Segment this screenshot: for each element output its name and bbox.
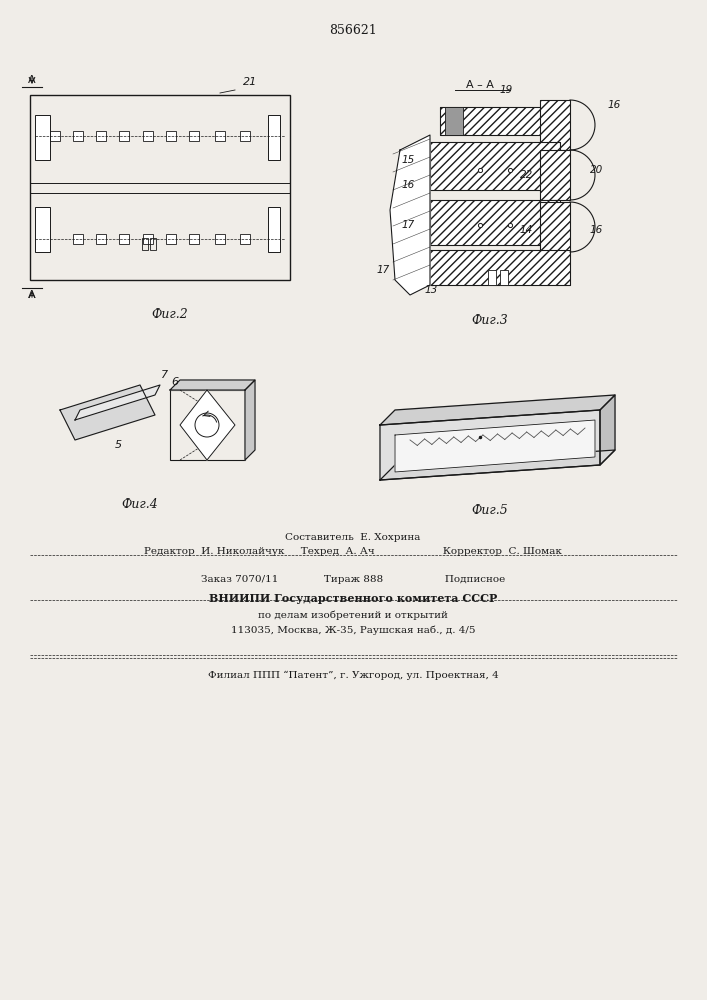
Bar — [430, 200, 560, 245]
Bar — [73, 131, 83, 141]
Bar — [143, 131, 153, 141]
Bar — [170, 390, 245, 460]
Text: Заказ 7070/11              Тираж 888                   Подписное: Заказ 7070/11 Тираж 888 Подписное — [201, 576, 505, 584]
Bar — [96, 131, 106, 141]
Bar — [166, 234, 176, 244]
Text: A: A — [28, 290, 36, 300]
Text: 16: 16 — [402, 180, 415, 190]
Bar — [73, 234, 83, 244]
Bar — [142, 238, 148, 250]
Text: ВНИИПИ Государственного комитета СССР: ВНИИПИ Государственного комитета СССР — [209, 592, 497, 603]
Bar — [189, 131, 199, 141]
Bar — [240, 131, 250, 141]
Text: 21: 21 — [243, 77, 257, 87]
Polygon shape — [60, 385, 155, 440]
Text: Фиг.2: Фиг.2 — [151, 308, 188, 322]
Bar — [189, 234, 199, 244]
Text: Фиг.4: Фиг.4 — [122, 498, 158, 512]
Bar — [540, 150, 570, 200]
Bar — [30, 95, 290, 280]
Text: 7: 7 — [161, 370, 168, 380]
Bar — [119, 234, 129, 244]
Bar — [500, 270, 508, 285]
Bar — [166, 131, 176, 141]
Text: 19: 19 — [500, 85, 513, 95]
Bar — [268, 207, 280, 252]
Bar — [540, 202, 570, 252]
Bar — [35, 115, 50, 160]
Polygon shape — [380, 450, 615, 480]
Bar — [420, 250, 570, 285]
Bar — [430, 142, 560, 190]
Bar — [430, 200, 560, 245]
Bar — [215, 131, 225, 141]
Polygon shape — [245, 380, 255, 460]
Bar — [488, 270, 496, 285]
Text: 856621: 856621 — [329, 23, 377, 36]
Text: по делам изобретений и открытий: по делам изобретений и открытий — [258, 610, 448, 620]
Bar — [35, 207, 50, 252]
Text: Составитель  Е. Хохрина: Составитель Е. Хохрина — [286, 534, 421, 542]
Polygon shape — [390, 135, 430, 295]
Bar — [119, 131, 129, 141]
Polygon shape — [380, 410, 600, 480]
Bar — [420, 250, 570, 285]
Bar — [540, 100, 570, 150]
Text: 6: 6 — [171, 377, 179, 387]
Text: A: A — [28, 75, 36, 85]
Text: 17: 17 — [402, 220, 415, 230]
Text: Фиг.5: Фиг.5 — [472, 504, 508, 516]
Bar — [215, 234, 225, 244]
Text: 15: 15 — [402, 155, 415, 165]
Polygon shape — [170, 380, 255, 390]
Bar — [430, 142, 560, 190]
Polygon shape — [180, 390, 235, 460]
Bar — [540, 100, 570, 150]
Text: Фиг.3: Фиг.3 — [472, 314, 508, 326]
Text: 113035, Москва, Ж-35, Раушская наб., д. 4/5: 113035, Москва, Ж-35, Раушская наб., д. … — [230, 625, 475, 635]
Bar — [540, 202, 570, 252]
Polygon shape — [600, 395, 615, 465]
Bar — [440, 107, 560, 135]
Bar — [445, 107, 463, 135]
Bar — [143, 234, 153, 244]
Circle shape — [195, 413, 219, 437]
Text: 16: 16 — [608, 100, 621, 110]
Text: Филиал ППП “Патент”, г. Ужгород, ул. Проектная, 4: Филиал ППП “Патент”, г. Ужгород, ул. Про… — [208, 670, 498, 680]
Bar — [540, 150, 570, 200]
Text: 22: 22 — [520, 170, 533, 180]
Polygon shape — [395, 420, 595, 472]
Polygon shape — [380, 395, 615, 425]
Text: 5: 5 — [115, 440, 122, 450]
Bar — [50, 131, 60, 141]
Bar — [96, 234, 106, 244]
Bar — [440, 107, 560, 135]
Bar — [150, 238, 156, 250]
Polygon shape — [75, 385, 160, 420]
Text: 16: 16 — [590, 225, 603, 235]
Text: 20: 20 — [590, 165, 603, 175]
Text: 14: 14 — [520, 225, 533, 235]
Bar — [268, 115, 280, 160]
Text: Редактор  И. Николайчук     Техред  А. Ач                     Корректор  С. Шома: Редактор И. Николайчук Техред А. Ач Корр… — [144, 548, 562, 556]
Bar — [240, 234, 250, 244]
Text: 17: 17 — [377, 265, 390, 275]
Text: 13: 13 — [425, 285, 438, 295]
Text: A – A: A – A — [466, 80, 494, 90]
